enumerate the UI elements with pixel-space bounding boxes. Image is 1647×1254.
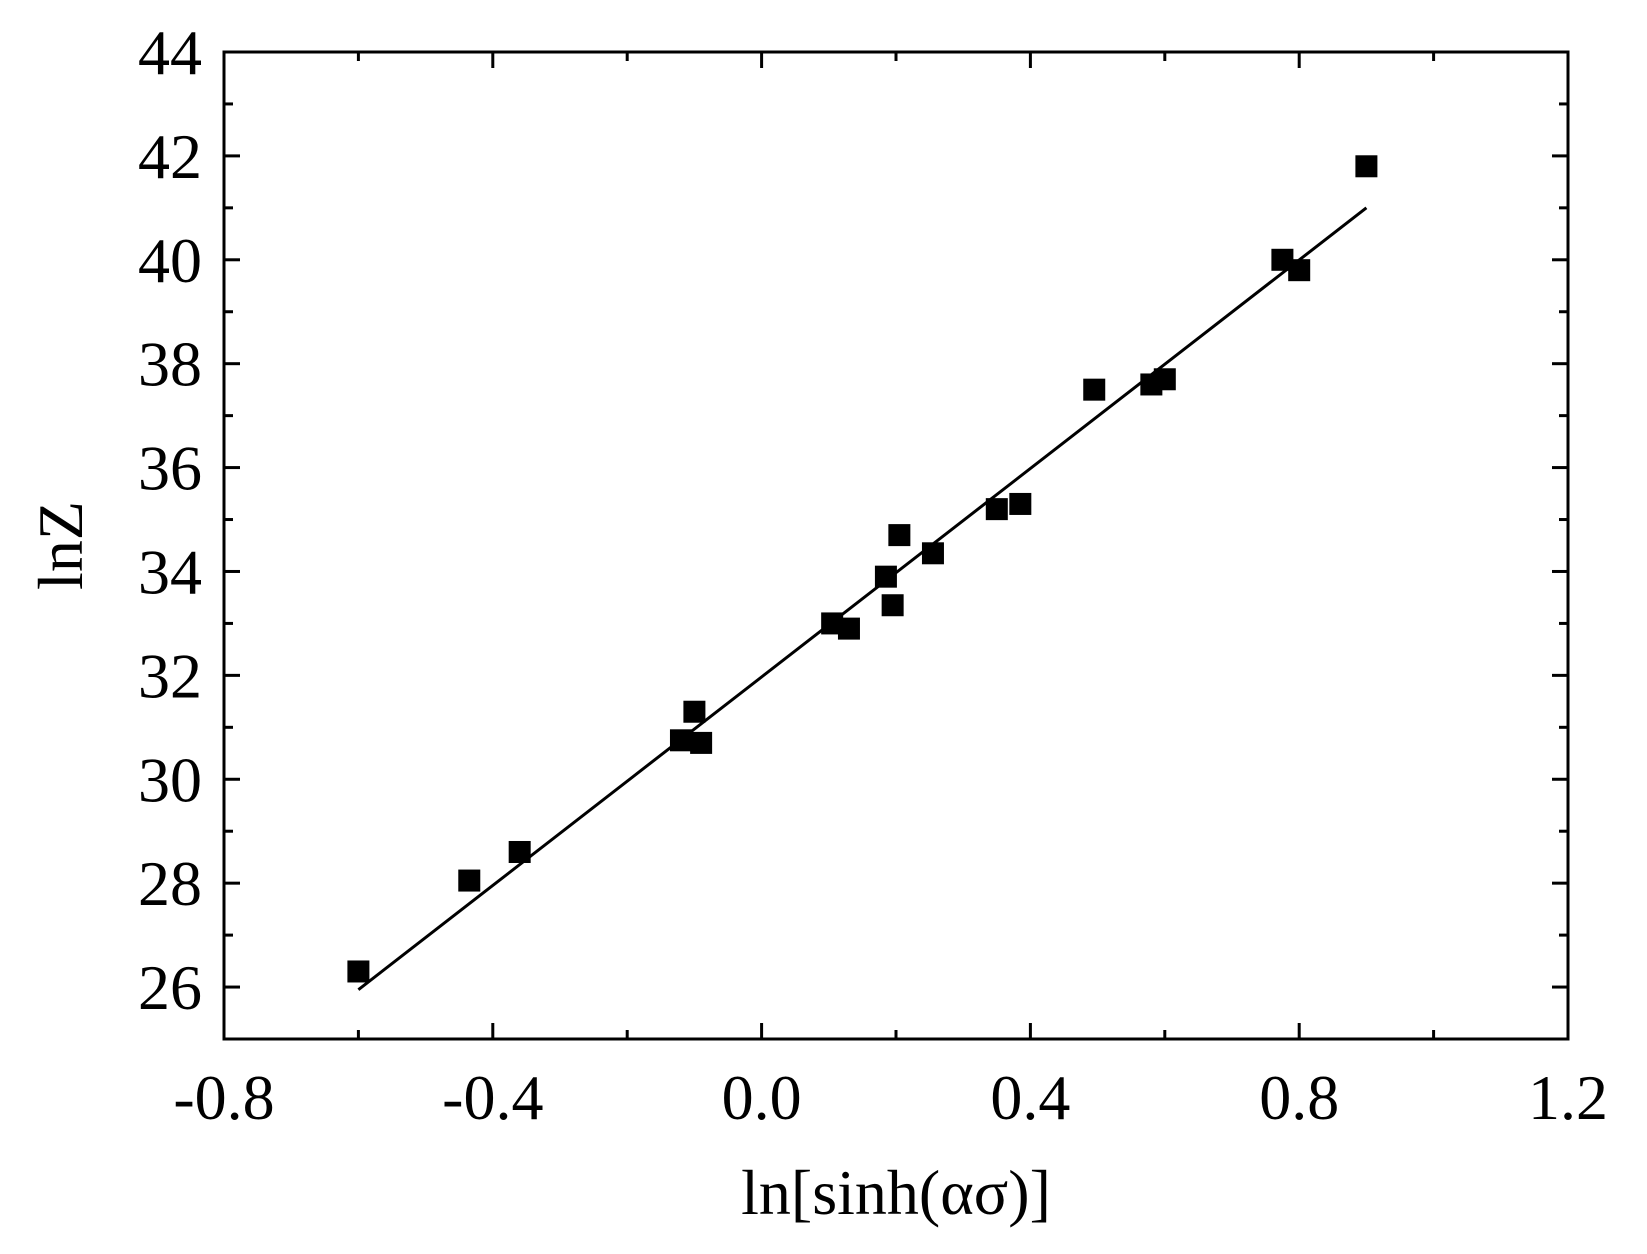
data-point bbox=[921, 542, 944, 565]
data-point bbox=[347, 960, 370, 983]
data-point bbox=[821, 612, 844, 635]
data-point bbox=[1083, 378, 1106, 401]
y-tick-labels: 26 28 30 32 34 36 38 40 42 44 bbox=[138, 17, 202, 1023]
data-point bbox=[985, 498, 1008, 521]
x-tick-labels: -0.8 -0.4 0.0 0.4 0.8 1.2 bbox=[173, 1062, 1608, 1133]
data-point bbox=[683, 700, 706, 723]
data-point bbox=[1355, 155, 1378, 178]
y-axis-title: lnZ bbox=[25, 501, 96, 590]
x-tick-label: -0.8 bbox=[173, 1062, 274, 1133]
plot-frame bbox=[222, 50, 1570, 1041]
fit-line bbox=[357, 206, 1368, 991]
x-tick-label: -0.4 bbox=[442, 1062, 543, 1133]
data-point bbox=[881, 594, 904, 617]
x-tick-label: 1.2 bbox=[1528, 1062, 1608, 1133]
x-tick-label: 0.8 bbox=[1259, 1062, 1339, 1133]
x-tick-label: 0.0 bbox=[722, 1062, 802, 1133]
y-tick-label: 36 bbox=[138, 433, 202, 504]
y-tick-label: 40 bbox=[138, 225, 202, 296]
y-tick-label: 32 bbox=[138, 640, 202, 711]
data-point bbox=[1009, 492, 1032, 515]
data-point bbox=[458, 869, 481, 892]
y-tick-label: 34 bbox=[138, 536, 202, 607]
data-point bbox=[888, 524, 911, 547]
y-tick-label: 28 bbox=[138, 848, 202, 919]
data-point bbox=[1288, 259, 1311, 282]
y-tick-label: 44 bbox=[138, 17, 202, 88]
data-point bbox=[874, 565, 897, 588]
y-tick-label: 38 bbox=[138, 329, 202, 400]
data-point bbox=[1271, 248, 1294, 271]
y-tick-label: 26 bbox=[138, 952, 202, 1023]
x-axis-title: ln[sinh(ασ)] bbox=[741, 1157, 1051, 1228]
data-point bbox=[669, 729, 692, 752]
data-point bbox=[690, 731, 713, 754]
data-point bbox=[837, 617, 860, 640]
fit-layer bbox=[357, 206, 1368, 991]
points-layer bbox=[347, 155, 1378, 983]
data-point bbox=[1153, 368, 1176, 391]
data-point bbox=[508, 840, 531, 863]
y-tick-label: 30 bbox=[138, 744, 202, 815]
y-tick-label: 42 bbox=[138, 121, 202, 192]
x-tick-label: 0.4 bbox=[990, 1062, 1070, 1133]
